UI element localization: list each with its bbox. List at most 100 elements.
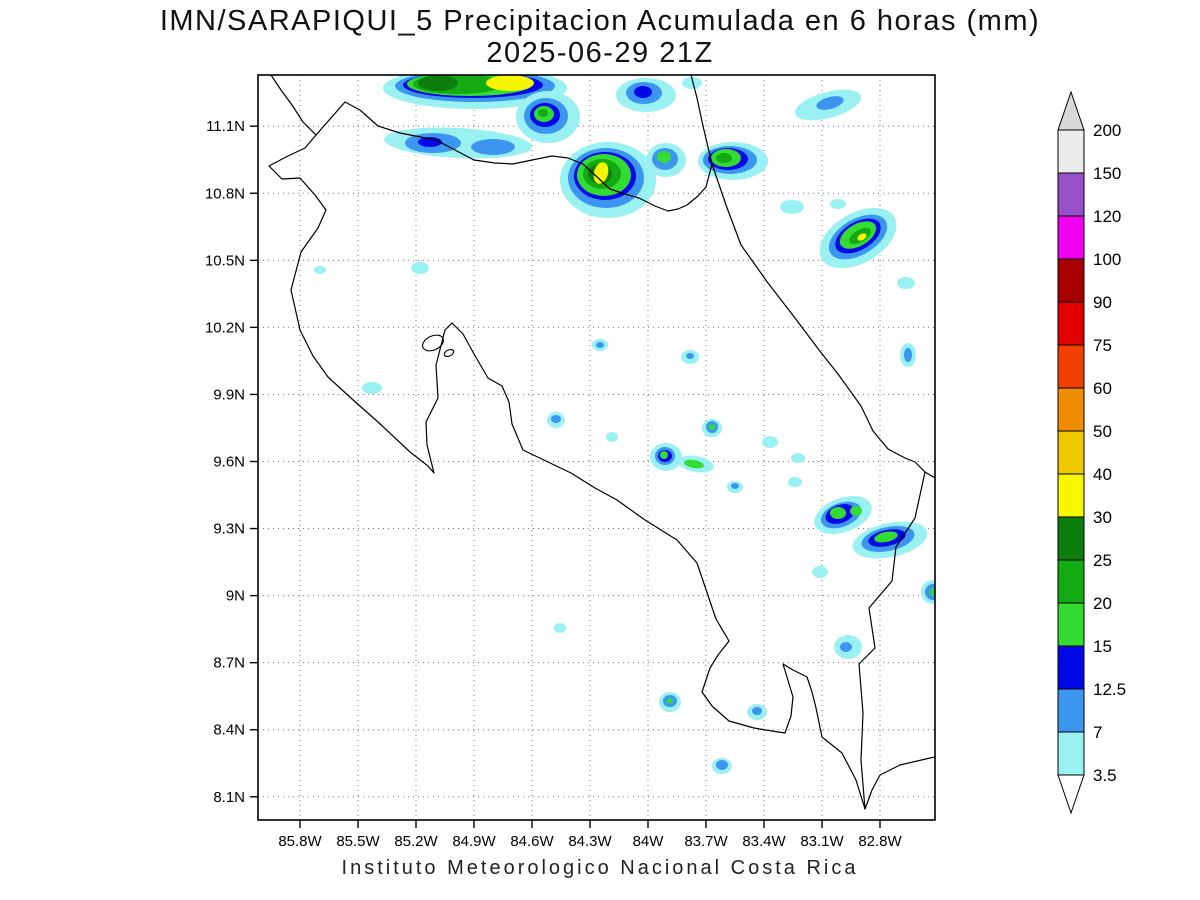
- lat-tick-label: 8.7N: [213, 655, 245, 672]
- colorbar-segment: [1057, 430, 1085, 475]
- precip-cell: [716, 760, 728, 770]
- precip-cell: [362, 382, 382, 394]
- precip-cell: [486, 75, 534, 91]
- precip-cell: [716, 153, 732, 163]
- colorbar-tick-label: 100: [1093, 250, 1121, 269]
- lat-tick-label: 10.5N: [205, 252, 245, 269]
- lat-tick-label: 9.6N: [213, 454, 245, 471]
- colorbar-segment: [1057, 516, 1085, 561]
- precip-cell: [634, 86, 652, 98]
- page-subtitle-datetime: 2025-06-29 21Z: [486, 37, 714, 69]
- coastline: [858, 471, 926, 810]
- precip-cell: [762, 436, 778, 448]
- precip-cell: [314, 266, 326, 274]
- precip-cell: [471, 139, 515, 155]
- precip-cell: [812, 566, 828, 578]
- lat-tick-label: 9N: [226, 588, 245, 605]
- colorbar-top-arrow: [1057, 90, 1085, 131]
- axis-labels-layer: 11.1N 10.8N 10.5N 10.2N 9.9N 9.6N 9.3N 9N 8.7N 8.…: [205, 118, 903, 850]
- colorbar-segment: [1057, 387, 1085, 432]
- colorbar-tick-label: 120: [1093, 207, 1121, 226]
- precip-cell: [657, 151, 671, 163]
- lon-tick-label: 85.5W: [336, 833, 380, 850]
- lat-tick-label: 9.3N: [213, 521, 245, 538]
- precip-cell: [904, 348, 912, 362]
- colorbar-segment: [1057, 344, 1085, 389]
- precip-cell: [731, 483, 739, 489]
- precipitation-cells-layer: [314, 75, 935, 774]
- precip-cell: [816, 96, 844, 110]
- lat-tick-label: 11.1N: [206, 118, 245, 135]
- colorbar-segment: [1057, 473, 1085, 518]
- colorbar-tick-label: 15: [1093, 637, 1112, 656]
- precip-cell: [840, 642, 852, 652]
- colorbar-segment: [1057, 559, 1085, 604]
- colorbar-segment: [1057, 301, 1085, 346]
- coastline: [268, 75, 935, 810]
- precip-cell: [830, 507, 846, 519]
- island-outline: [422, 334, 444, 352]
- precip-cell: [709, 424, 715, 430]
- colorbar-tick-label: 40: [1093, 465, 1112, 484]
- precip-cell: [930, 588, 935, 596]
- colorbar-tick-label: 50: [1093, 422, 1112, 441]
- lat-tick-label: 8.4N: [213, 722, 245, 739]
- precip-cell: [593, 162, 609, 184]
- coastline: [315, 101, 713, 212]
- lon-tick-label: 82.8W: [858, 833, 902, 850]
- lon-tick-label: 84W: [633, 833, 665, 850]
- lon-tick-label: 84.3W: [568, 833, 612, 850]
- precip-cell: [752, 707, 762, 715]
- colorbar-segment: [1057, 172, 1085, 217]
- colorbar-tick-label: 7: [1093, 723, 1102, 742]
- precip-cell: [596, 342, 604, 348]
- precip-cell: [551, 415, 561, 423]
- coastline: [711, 163, 935, 479]
- colorbar-tick-label: 90: [1093, 293, 1112, 312]
- colorbar-segment: [1057, 688, 1085, 733]
- precip-cell: [686, 353, 694, 359]
- lon-tick-label: 83.1W: [800, 833, 844, 850]
- colorbar-tick-label: 20: [1093, 594, 1112, 613]
- colorbar-segment: [1057, 215, 1085, 260]
- colorbar-tick-label: 200: [1093, 121, 1121, 140]
- grid-lines-layer: [258, 75, 935, 820]
- precip-cell: [411, 262, 429, 274]
- precip-cell: [788, 477, 802, 487]
- precip-cell: [897, 277, 915, 289]
- lon-tick-label: 84.9W: [452, 833, 496, 850]
- colorbar-segment: [1057, 258, 1085, 303]
- lon-tick-label: 85.2W: [394, 833, 438, 850]
- precip-cell: [554, 623, 566, 633]
- precip-cell: [538, 109, 548, 117]
- footer-credit: Instituto Meteorologico Nacional Costa R…: [341, 857, 859, 879]
- colorbar-tick-label: 3.5: [1093, 766, 1117, 785]
- lon-tick-label: 84.6W: [510, 833, 554, 850]
- colorbar-tick-label: 60: [1093, 379, 1112, 398]
- colorbar-segment: [1057, 731, 1085, 776]
- precip-cell: [850, 506, 862, 516]
- precip-cell: [418, 75, 458, 91]
- coastline: [690, 75, 713, 165]
- precip-cell: [660, 451, 668, 459]
- colorbar-segment: [1057, 602, 1085, 647]
- precip-cell: [682, 77, 702, 89]
- precip-cell: [684, 459, 704, 469]
- precip-cell: [667, 698, 673, 704]
- colorbar-tick-label: 25: [1093, 551, 1112, 570]
- precip-cell: [780, 200, 804, 214]
- precip-cell: [857, 233, 867, 241]
- colorbar-tick-label: 12.5: [1093, 680, 1126, 699]
- lat-tick-label: 8.1N: [213, 789, 245, 806]
- colorbar-segment: [1057, 645, 1085, 690]
- lon-tick-label: 85.8W: [278, 833, 322, 850]
- lon-tick-label: 83.7W: [684, 833, 728, 850]
- colorbar-legend: 200 150 120 100 90 75 60 50 40 30 25 20 15 12.5 7 3.5: [1057, 90, 1126, 815]
- colorbar-tick-label: 75: [1093, 336, 1112, 355]
- lat-tick-label: 10.2N: [205, 319, 245, 336]
- lat-tick-label: 9.9N: [213, 386, 245, 403]
- precip-cell: [791, 453, 805, 463]
- precip-cell: [606, 432, 618, 442]
